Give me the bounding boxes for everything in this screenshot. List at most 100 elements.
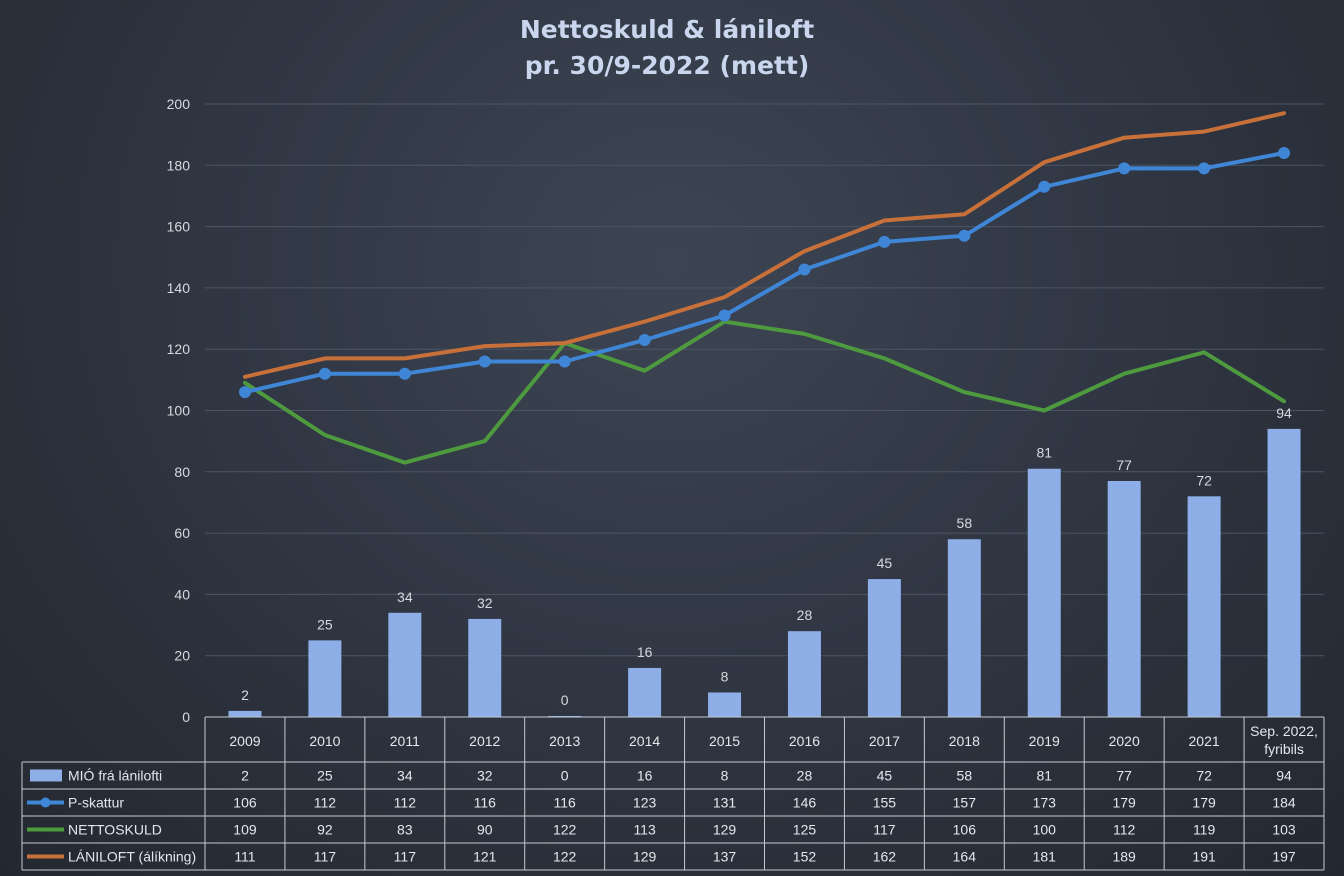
bar-data-label: 28 (797, 607, 813, 623)
table-cell: 179 (1112, 795, 1136, 811)
table-cell: 25 (317, 768, 333, 784)
table-cell: 181 (1033, 849, 1057, 865)
bar-series: 2 25 34 32 0 16 8 28 45 58 81 77 72 94 (228, 405, 1301, 717)
table-cell: 164 (953, 849, 977, 865)
legend-series-name: LÁNILOFT (álíkning) (68, 849, 196, 865)
category-label: 2015 (709, 733, 740, 749)
table-cell: 152 (793, 849, 817, 865)
line-marker (718, 309, 731, 322)
bar (1027, 468, 1061, 717)
line-marker (1118, 162, 1131, 175)
category-label: 2017 (869, 733, 900, 749)
table-cell: 146 (793, 795, 817, 811)
bar-data-label: 72 (1196, 472, 1212, 488)
y-tick-label: 140 (167, 280, 191, 296)
bar (308, 640, 342, 717)
y-tick-label: 160 (167, 219, 191, 235)
category-label: Sep. 2022, fyribils (1250, 723, 1318, 757)
table-cell: 32 (477, 768, 493, 784)
category-label-line: Sep. 2022, (1250, 723, 1318, 739)
table-cell: 162 (873, 849, 897, 865)
y-axis: 0 20 40 60 80 100 120 140 160 180 200 (167, 96, 191, 725)
y-tick-label: 100 (167, 403, 191, 419)
table-cell: 191 (1192, 849, 1216, 865)
bar-data-label: 0 (561, 692, 569, 708)
table-cell: 129 (713, 822, 737, 838)
bar (468, 618, 502, 717)
y-tick-label: 180 (167, 157, 191, 173)
table-cell: 109 (233, 822, 257, 838)
table-cell: 116 (474, 795, 497, 811)
category-label: 2020 (1109, 733, 1140, 749)
table-cell: 90 (477, 822, 493, 838)
bar (1187, 496, 1221, 717)
table-cell: 117 (314, 849, 337, 865)
table-cell: 94 (1276, 768, 1292, 784)
category-label: 2011 (390, 733, 420, 749)
table-cell: 58 (957, 768, 973, 784)
table-cell: 103 (1272, 822, 1296, 838)
table-cell: 16 (637, 768, 653, 784)
bar (867, 579, 901, 717)
y-tick-label: 200 (167, 96, 191, 112)
table-cell: 131 (713, 795, 737, 811)
category-label-line: fyribils (1264, 741, 1304, 757)
bar-data-label: 34 (397, 589, 413, 605)
table-cell: 155 (873, 795, 897, 811)
table-cell: 113 (633, 822, 656, 838)
bar-data-label: 8 (721, 668, 729, 684)
table-cell: 189 (1112, 849, 1136, 865)
table-cell: 116 (554, 795, 577, 811)
table-cell: 197 (1272, 849, 1296, 865)
table-cell: 117 (394, 849, 417, 865)
bar (1267, 428, 1301, 717)
category-label: 2014 (629, 733, 660, 749)
legend-key-bar (30, 769, 62, 782)
table-cell: 179 (1192, 795, 1216, 811)
table-cell: 112 (1113, 822, 1136, 838)
category-label: 2010 (309, 733, 340, 749)
bar-data-label: 16 (637, 644, 653, 660)
table-cell: 34 (397, 768, 413, 784)
line-marker (1038, 180, 1051, 193)
series-line (243, 151, 1286, 395)
series-line (243, 111, 1286, 379)
table-cell: 92 (317, 822, 333, 838)
category-label: 2012 (469, 733, 500, 749)
table-cell: 184 (1272, 795, 1296, 811)
table-cell: 157 (953, 795, 977, 811)
table-cell: 121 (473, 849, 497, 865)
category-label: 2018 (949, 733, 980, 749)
table-cell: 81 (1036, 768, 1052, 784)
bar (228, 710, 262, 717)
category-label: 2016 (789, 733, 820, 749)
legend-key-marker (40, 797, 51, 808)
table-cell: 173 (1033, 795, 1057, 811)
y-tick-label: 60 (174, 525, 190, 541)
bar (628, 667, 662, 717)
y-tick-label: 80 (174, 464, 190, 480)
series-line (243, 319, 1286, 465)
line-marker (318, 367, 331, 380)
line-marker (238, 386, 251, 399)
table-cell: 28 (797, 768, 813, 784)
table-cell: 122 (553, 849, 577, 865)
legend-series-name: NETTOSKULD (68, 822, 162, 838)
bar-data-label: 94 (1276, 405, 1292, 421)
table-cell: 106 (953, 822, 977, 838)
bar-data-label: 32 (477, 595, 493, 611)
table-cell: 123 (633, 795, 657, 811)
gridlines (205, 103, 1324, 657)
table-cell: 77 (1116, 768, 1132, 784)
chart-subtitle: pr. 30/9-2022 (mett) (525, 51, 810, 80)
legend-series-name: P-skattur (68, 795, 124, 811)
table-cell: 100 (1033, 822, 1057, 838)
chart-title: Nettoskuld & lániloft (520, 15, 814, 44)
table-cell: 117 (873, 822, 896, 838)
bar-data-label: 77 (1116, 457, 1132, 473)
table-cell: 106 (233, 795, 257, 811)
category-label: 2021 (1189, 733, 1220, 749)
category-label: 2009 (229, 733, 260, 749)
table-cell: 129 (633, 849, 657, 865)
